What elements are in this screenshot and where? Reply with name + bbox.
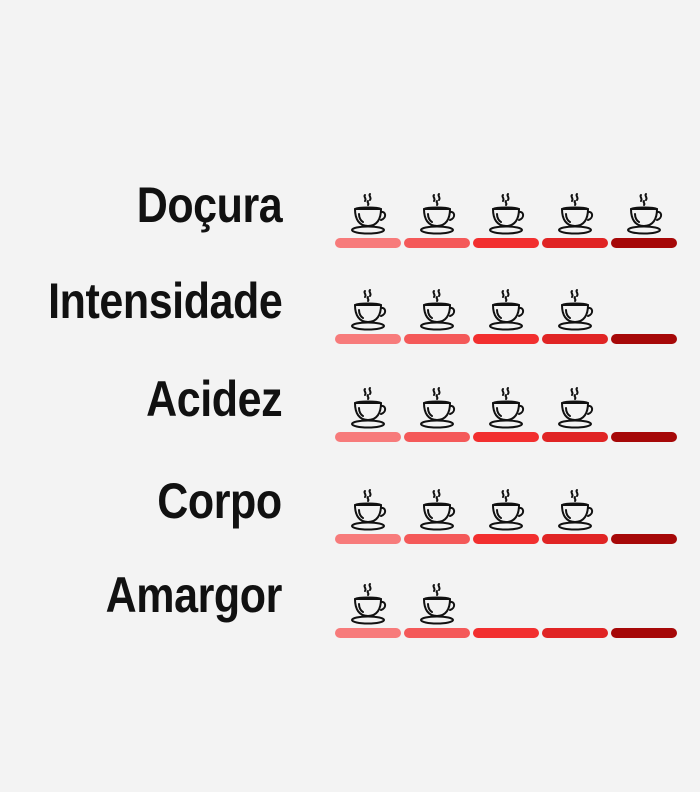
coffee-cup-icon (417, 582, 457, 626)
rating-segment (404, 628, 470, 638)
rating-segment (404, 432, 470, 442)
rating-segment (335, 334, 401, 344)
rating-segment (335, 238, 401, 248)
attribute-label: Doçura (136, 177, 282, 233)
attribute-label: Intensidade (47, 273, 283, 329)
attribute-row: Intensidade (0, 274, 700, 344)
rating-segment (404, 534, 470, 544)
rating-segment (611, 628, 677, 638)
rating-segment (542, 432, 608, 442)
attribute-row: Corpo (0, 474, 700, 544)
rating-segment (473, 238, 539, 248)
rating-segment (611, 238, 677, 248)
coffee-cup-icon (624, 192, 664, 236)
coffee-cup-icon (555, 192, 595, 236)
rating-segment (473, 628, 539, 638)
coffee-cup-icon (486, 386, 526, 430)
coffee-cup-icon (486, 288, 526, 332)
rating-segment (335, 628, 401, 638)
rating-segment (542, 534, 608, 544)
coffee-cup-icon (348, 288, 388, 332)
rating-segment (335, 534, 401, 544)
rating-segment (473, 534, 539, 544)
attribute-row: Acidez (0, 372, 700, 442)
rating-segment (404, 238, 470, 248)
attribute-row: Amargor (0, 568, 700, 638)
rating-segment (611, 432, 677, 442)
attribute-row: Doçura (0, 178, 700, 248)
rating-segment (473, 432, 539, 442)
coffee-cup-icon (555, 488, 595, 532)
coffee-cup-icon (348, 192, 388, 236)
coffee-cup-icon (417, 288, 457, 332)
coffee-cup-icon (555, 288, 595, 332)
coffee-cup-icon (417, 386, 457, 430)
rating-segment (542, 238, 608, 248)
rating-segment (542, 628, 608, 638)
coffee-cup-icon (486, 488, 526, 532)
coffee-cup-icon (486, 192, 526, 236)
rating-segment (611, 534, 677, 544)
coffee-cup-icon (348, 582, 388, 626)
coffee-cup-icon (348, 488, 388, 532)
rating-segment (335, 432, 401, 442)
attribute-label: Acidez (145, 371, 282, 427)
coffee-cup-icon (417, 192, 457, 236)
attribute-label: Corpo (157, 473, 283, 529)
rating-segment (473, 334, 539, 344)
rating-segment (542, 334, 608, 344)
coffee-cup-icon (348, 386, 388, 430)
rating-segment (611, 334, 677, 344)
attribute-label: Amargor (105, 567, 283, 623)
coffee-cup-icon (555, 386, 595, 430)
coffee-cup-icon (417, 488, 457, 532)
rating-segment (404, 334, 470, 344)
